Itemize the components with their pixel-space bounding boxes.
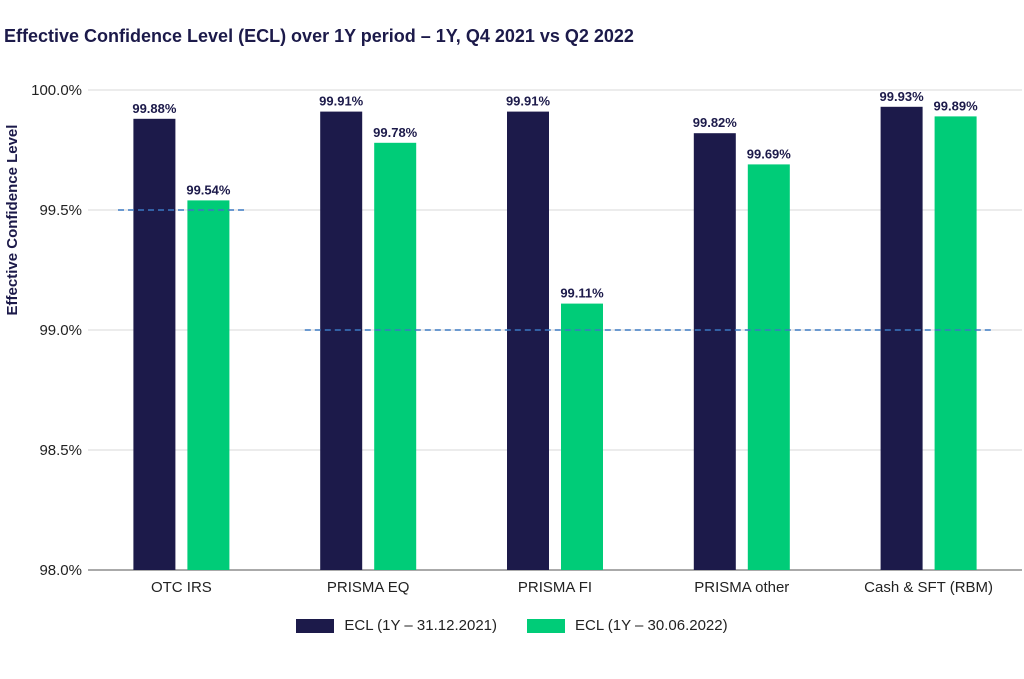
bar bbox=[693, 133, 736, 570]
bar bbox=[880, 106, 923, 571]
y-tick-label: 99.5% bbox=[39, 202, 82, 219]
data-label: 99.89% bbox=[934, 98, 979, 113]
bar bbox=[747, 164, 790, 570]
x-tick-label: OTC IRS bbox=[151, 579, 212, 596]
bar bbox=[507, 111, 549, 570]
bar bbox=[374, 142, 417, 571]
legend: ECL (1Y – 31.12.2021) ECL (1Y – 30.06.20… bbox=[0, 617, 1024, 634]
bar bbox=[320, 111, 363, 570]
data-label: 99.93% bbox=[880, 89, 925, 104]
data-label: 99.91% bbox=[319, 94, 364, 109]
y-tick-label: 98.5% bbox=[39, 442, 82, 459]
bar bbox=[561, 303, 603, 570]
x-tick-label: Cash & SFT (RBM) bbox=[864, 579, 993, 596]
data-label: 99.78% bbox=[373, 125, 418, 140]
data-label: 99.91% bbox=[506, 94, 551, 109]
chart-title: Effective Confidence Level (ECL) over 1Y… bbox=[4, 26, 634, 46]
y-tick-label: 98.0% bbox=[39, 562, 82, 579]
legend-label-series-1: ECL (1Y – 31.12.2021) bbox=[344, 617, 497, 634]
bar bbox=[133, 118, 176, 571]
data-label: 99.11% bbox=[560, 286, 604, 301]
data-label: 99.54% bbox=[186, 182, 231, 197]
legend-swatch-series-2 bbox=[527, 618, 565, 633]
x-tick-label: PRISMA EQ bbox=[327, 579, 410, 596]
legend-label-series-2: ECL (1Y – 30.06.2022) bbox=[575, 617, 728, 634]
data-label: 99.69% bbox=[747, 146, 792, 161]
legend-item-series-1: ECL (1Y – 31.12.2021) bbox=[296, 617, 497, 634]
x-tick-label: PRISMA other bbox=[694, 579, 789, 596]
data-label: 99.88% bbox=[132, 101, 177, 116]
legend-swatch-series-1 bbox=[296, 618, 335, 633]
bar bbox=[187, 200, 230, 570]
bar-chart: 98.0% 98.5% 99.0% 99.5% 100.0% Effective Conf… bbox=[4, 82, 1022, 596]
x-tick-label: PRISMA FI bbox=[518, 579, 592, 596]
y-tick-label: 100.0% bbox=[31, 82, 82, 99]
legend-item-series-2: ECL (1Y – 30.06.2022) bbox=[527, 617, 728, 634]
y-axis-title: Effective Confidence Level bbox=[4, 125, 21, 316]
data-label: 99.82% bbox=[693, 115, 738, 130]
bar bbox=[934, 116, 977, 571]
y-tick-label: 99.0% bbox=[39, 322, 82, 339]
